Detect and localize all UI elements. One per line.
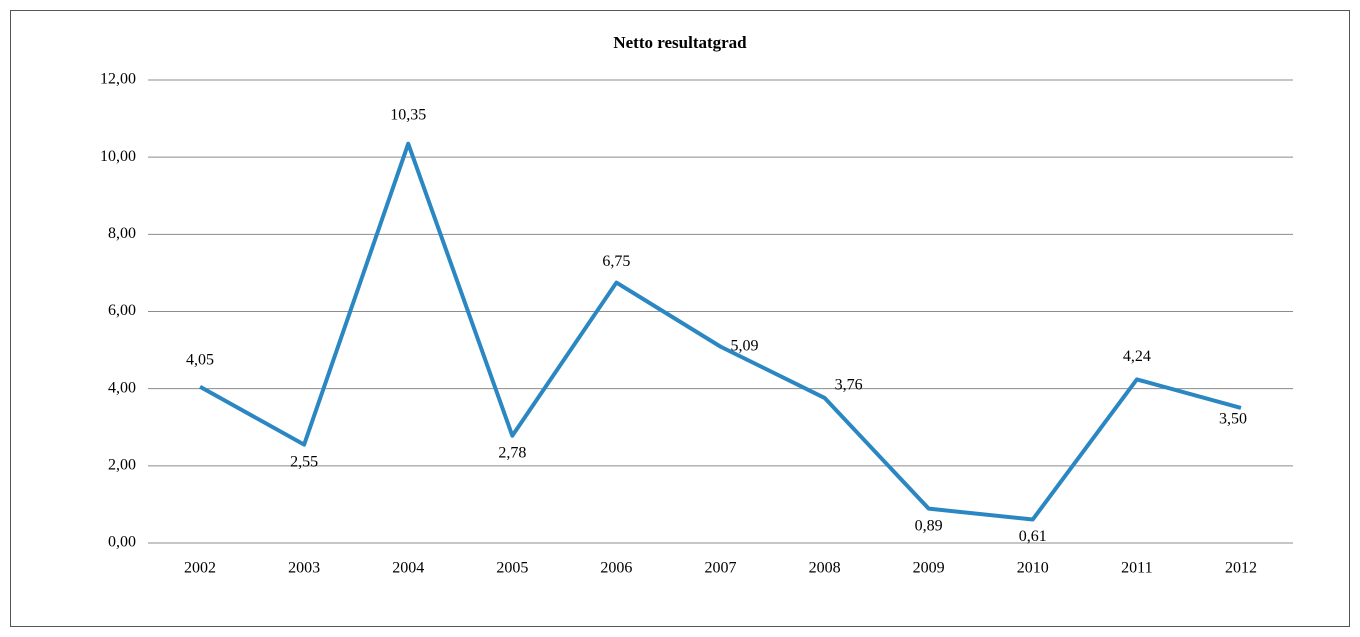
- x-tick-label: 2009: [913, 560, 945, 577]
- x-tick-label: 2008: [809, 560, 841, 577]
- data-label: 3,50: [1219, 411, 1247, 428]
- data-label: 2,78: [498, 444, 526, 461]
- y-tick-label: 0,00: [108, 534, 136, 551]
- y-tick-label: 4,00: [108, 379, 136, 396]
- x-tick-label: 2011: [1121, 560, 1152, 577]
- data-line: [199, 141, 1242, 522]
- chart-title: Netto resultatgrad: [613, 33, 747, 52]
- x-tick-label: 2004: [392, 560, 424, 577]
- x-tick-label: 2010: [1017, 560, 1049, 577]
- y-tick-label: 6,00: [108, 302, 136, 319]
- data-label: 10,35: [390, 106, 426, 123]
- x-tick-label: 2012: [1225, 560, 1257, 577]
- y-tick-label: 2,00: [108, 457, 136, 474]
- data-label: 4,24: [1123, 348, 1151, 365]
- y-tick-label: 8,00: [108, 225, 136, 242]
- data-label: 5,09: [731, 337, 759, 354]
- data-label: 3,76: [835, 377, 863, 394]
- data-label: 0,61: [1019, 528, 1047, 545]
- chart-border: [10, 10, 1350, 627]
- y-tick-label: 10,00: [100, 148, 136, 165]
- data-label: 6,75: [602, 253, 630, 270]
- data-label: 0,89: [915, 517, 943, 534]
- x-tick-label: 2007: [705, 560, 737, 577]
- data-label: 4,05: [186, 351, 214, 368]
- y-tick-label: 12,00: [100, 71, 136, 88]
- x-tick-label: 2005: [496, 560, 528, 577]
- x-tick-label: 2006: [600, 560, 632, 577]
- x-tick-label: 2002: [184, 560, 216, 577]
- x-tick-label: 2003: [288, 560, 320, 577]
- data-label: 2,55: [290, 453, 318, 470]
